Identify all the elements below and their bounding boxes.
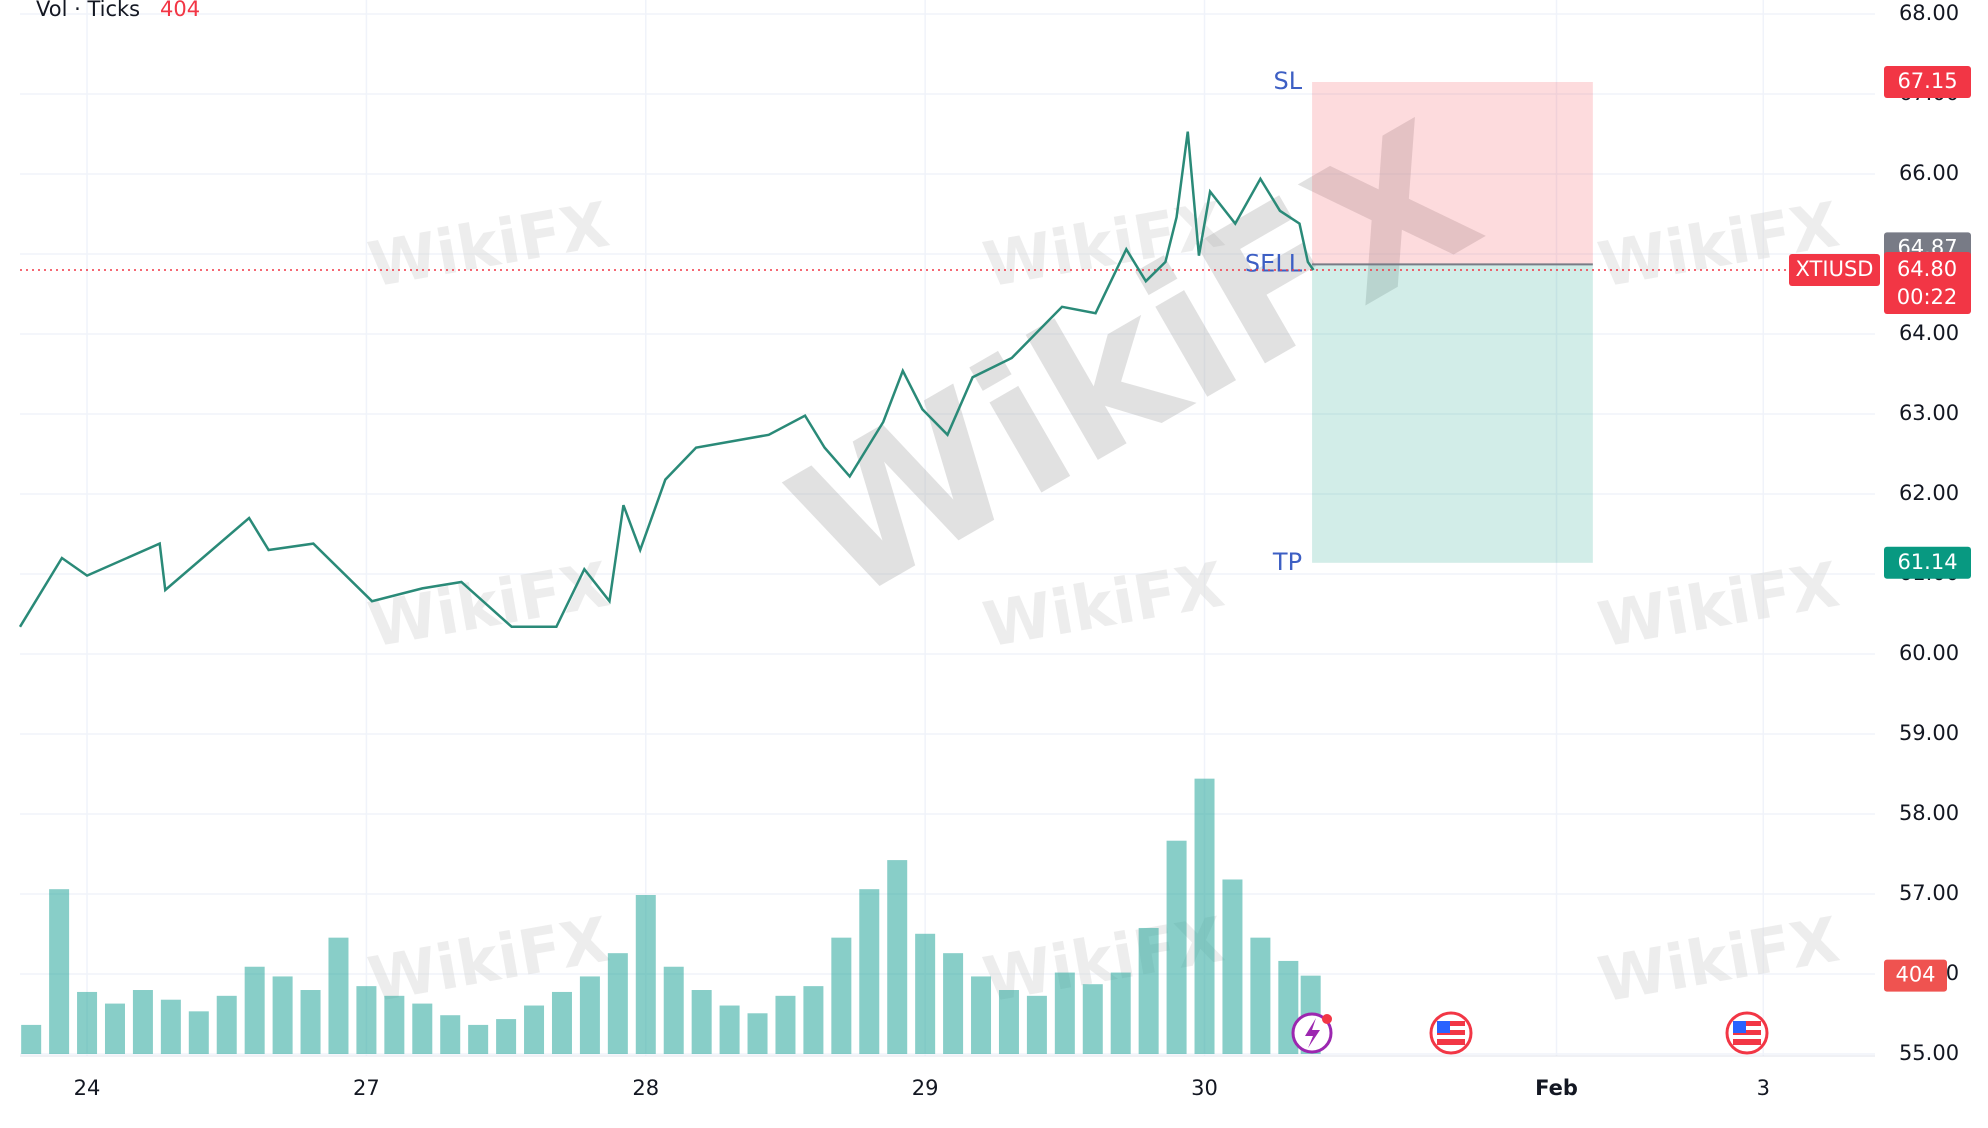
volume-bar	[524, 1005, 545, 1054]
event-icon[interactable]	[1291, 1012, 1333, 1054]
stop-loss-badge-bg	[1884, 66, 1971, 98]
volume-bar	[21, 1024, 42, 1054]
volume-bar	[188, 1011, 209, 1054]
indicator-label: Vol · Ticks	[36, 0, 140, 21]
y-tick-label: 68.00	[1899, 1, 1959, 25]
volume-bar	[998, 990, 1019, 1054]
volume-bar	[244, 966, 265, 1054]
volume-bar	[607, 953, 628, 1054]
plot: SL SELL TP	[18, 67, 1875, 1054]
volume-bar	[1026, 995, 1047, 1054]
volume-bar	[328, 937, 349, 1054]
x-tick-label: 28	[632, 1076, 659, 1100]
volume-bar	[216, 995, 237, 1054]
volume-header-value: 404	[160, 0, 200, 21]
volume-bar	[635, 895, 656, 1054]
volume-bar	[803, 986, 824, 1054]
volume-bar	[160, 999, 181, 1054]
volume-bar	[579, 976, 600, 1054]
x-tick-label: Feb	[1535, 1076, 1578, 1100]
volume-bar	[915, 933, 936, 1054]
take-profit-badge-bg	[1884, 546, 1971, 579]
price-line	[18, 131, 1315, 629]
volume-bar	[1166, 840, 1187, 1054]
volume-bar	[747, 1013, 768, 1054]
take-profit-badge: 61.14	[1897, 550, 1957, 574]
last-price-badge: 64.80	[1897, 257, 1957, 281]
x-tick-label: 30	[1191, 1076, 1218, 1100]
sl-label: SL	[1273, 67, 1302, 95]
volume-bar	[1082, 984, 1103, 1054]
x-tick-label: 27	[353, 1076, 380, 1100]
y-tick-label: 62.00	[1899, 481, 1959, 505]
x-tick-label: 29	[912, 1076, 939, 1100]
volume-bar	[77, 991, 98, 1054]
volume-bar	[887, 860, 908, 1054]
volume-bar	[719, 1005, 740, 1054]
symbol-badge-bg	[1789, 254, 1880, 286]
volume-bar	[1054, 972, 1075, 1054]
event-icon[interactable]	[1429, 1011, 1473, 1055]
volume-bar	[1250, 937, 1271, 1054]
stop-loss-zone	[1312, 82, 1593, 265]
volume-bar	[384, 995, 405, 1054]
volume-bar	[663, 966, 684, 1054]
y-tick-label: 57.00	[1899, 881, 1959, 905]
volume-bar	[859, 889, 880, 1054]
volume-bar	[104, 1003, 125, 1054]
volume-bar	[132, 990, 153, 1054]
volume-bar	[440, 1015, 461, 1054]
volume-bar	[49, 889, 70, 1054]
x-tick-label: 3	[1757, 1076, 1770, 1100]
y-tick-label: 60.00	[1899, 641, 1959, 665]
volume-bar	[412, 1003, 433, 1054]
side-label: SELL	[1245, 249, 1303, 277]
y-tick-label: 55.00	[1899, 1041, 1959, 1065]
volume-bar	[1194, 778, 1215, 1054]
y-tick-label: 59.00	[1899, 721, 1959, 745]
y-tick-label: 58.00	[1899, 801, 1959, 825]
tp-label: TP	[1272, 548, 1302, 576]
volume-bar	[691, 990, 712, 1054]
volume-bar	[1222, 879, 1243, 1054]
volume-bar	[971, 976, 992, 1054]
volume-badge: 404	[1895, 963, 1935, 987]
volume-bar	[1138, 927, 1159, 1054]
volume-bar	[551, 991, 572, 1054]
volume-bar	[300, 990, 321, 1054]
volume-bar	[468, 1024, 489, 1054]
volume-bar	[831, 937, 852, 1054]
x-tick-label: 24	[74, 1076, 101, 1100]
volume-bar	[943, 953, 964, 1054]
volume-bar	[775, 995, 796, 1054]
countdown: 00:22	[1897, 285, 1958, 309]
volume-bar	[1110, 972, 1131, 1054]
volume-badge-bg	[1884, 959, 1947, 992]
y-tick-label: 63.00	[1899, 401, 1959, 425]
volume-bar	[496, 1019, 517, 1054]
y-tick-label: 66.00	[1899, 161, 1959, 185]
volume-bar	[356, 986, 377, 1054]
stop-loss-badge: 67.15	[1897, 69, 1957, 93]
last-price-bg	[1884, 252, 1971, 314]
y-tick-label: 64.00	[1899, 321, 1959, 345]
symbol-badge: XTIUSD	[1796, 257, 1874, 281]
take-profit-zone	[1312, 264, 1593, 563]
event-icon[interactable]	[1725, 1011, 1769, 1055]
volume-bar	[272, 976, 293, 1054]
